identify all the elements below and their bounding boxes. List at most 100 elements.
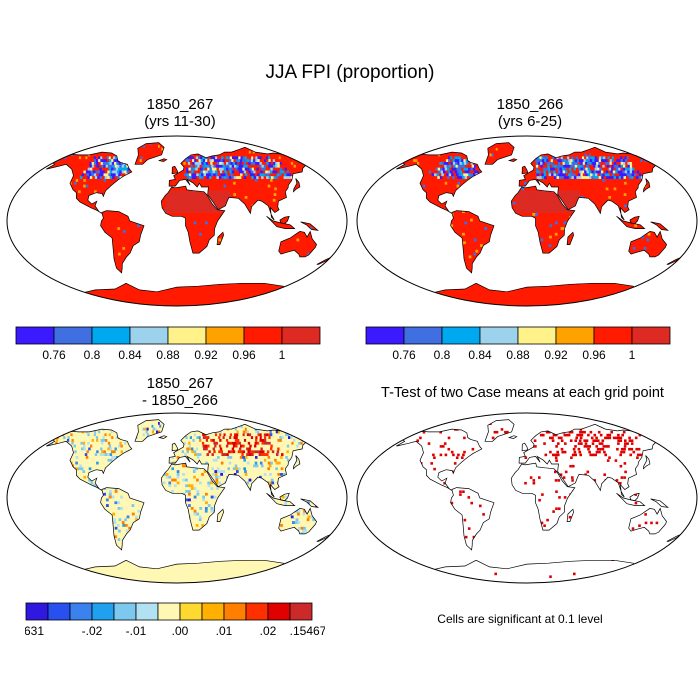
figure-title: JJA FPI (proportion) (0, 62, 700, 84)
colorbar-tick-label: 0.88 (506, 348, 530, 362)
coastline-africa (160, 185, 226, 254)
significance-note: Cells are significant at 0.1 level (420, 612, 620, 626)
coastline-new-guinea (650, 498, 670, 508)
colorbar-tick-label: -.02 (82, 624, 103, 638)
colorbar-box (281, 326, 321, 345)
colorbar-tick-label: .01 (216, 624, 233, 638)
map-frame (6, 412, 348, 584)
coastline-iceland (157, 158, 168, 162)
coastline-iceland (507, 435, 518, 439)
coastline-south-america (100, 487, 145, 551)
coastline-madagascar (566, 508, 574, 522)
coastline-japan (642, 455, 651, 470)
coastline-borneo (629, 492, 640, 502)
panel-title-1850-266: 1850_266 (yrs 6-25) (410, 96, 650, 130)
coastline-uk (171, 165, 179, 175)
colorbar-box (91, 602, 115, 621)
map-1850-267 (6, 135, 348, 307)
coastline-uk (521, 442, 529, 452)
map-frame (356, 412, 698, 584)
colorbar-box (201, 602, 225, 621)
coastline-madagascar (566, 231, 574, 245)
coastline-new-guinea (300, 221, 320, 231)
coastline-new-guinea (650, 221, 670, 231)
coastline-eurasia (168, 146, 310, 221)
coastline-indonesia (266, 216, 296, 229)
colorbar-box (205, 326, 245, 345)
coastline-uk (521, 165, 529, 175)
coastline-greenland (134, 142, 165, 165)
coastline-madagascar (216, 508, 224, 522)
colorbar-box (135, 602, 159, 621)
coastline-australia (278, 230, 318, 258)
coastline-eurasia (168, 423, 310, 498)
panel-title-ttest: T-Test of two Case means at each grid po… (350, 385, 695, 402)
colorbar-box (243, 326, 283, 345)
colorbar-box (517, 326, 557, 345)
colorbar-box (25, 602, 49, 621)
coastline-australia (278, 507, 318, 535)
colorbar-tick-label: 0.84 (118, 348, 142, 362)
coastline-borneo (279, 215, 290, 225)
colorbar-box (593, 326, 633, 345)
colorbar-box (289, 602, 313, 621)
coastline-japan (292, 455, 301, 470)
colorbar-tick-label: 0.92 (544, 348, 568, 362)
colorbar-box (91, 326, 131, 345)
panel-title-1850-267: 1850_267 (yrs 11-30) (60, 96, 300, 130)
coastline-japan (642, 178, 651, 193)
globe-background (357, 413, 697, 583)
coastline-australia (628, 507, 668, 535)
coastline-north-america (396, 428, 483, 491)
coastline-iceland (507, 158, 518, 162)
coastline-greenland (484, 142, 515, 165)
coastline-africa (510, 462, 576, 531)
colorbar-tick-label: 0.76 (42, 348, 66, 362)
colorbar-tick-label: 1 (629, 348, 636, 362)
colorbar-box (167, 326, 207, 345)
map-difference (6, 412, 348, 584)
coastline-borneo (629, 215, 640, 225)
map-ttest-significance (356, 412, 698, 584)
colorbar-tick-label: 0.76 (392, 348, 416, 362)
map-frame (6, 135, 348, 307)
colorbar-box (631, 326, 671, 345)
coastline-north-america (46, 428, 133, 491)
colorbar-box (245, 602, 269, 621)
coastline-north-america (396, 151, 483, 214)
colorbar-tick-label: 0.88 (156, 348, 180, 362)
colorbar-tick-label: 0.8 (434, 348, 451, 362)
colorbar-tick-label: 0.92 (194, 348, 218, 362)
coastline-australia (628, 230, 668, 258)
coastline-japan (292, 178, 301, 193)
map-frame (356, 135, 698, 307)
colorbar-tick-label: -.01 (126, 624, 147, 638)
colorbar-tick-label: 1 (279, 348, 286, 362)
coastline-borneo (279, 492, 290, 502)
colorbar-box (47, 602, 71, 621)
colorbar-tick-label: 0.96 (232, 348, 256, 362)
colorbar-tick-label: 0.84 (468, 348, 492, 362)
colorbar-box (441, 326, 481, 345)
coastline-indonesia (266, 493, 296, 506)
coastline-south-america (450, 487, 495, 551)
coastline-uk (171, 442, 179, 452)
coastline-south-america (100, 210, 145, 274)
colorbar-box (403, 326, 443, 345)
coastline-iceland (157, 435, 168, 439)
coastline-indonesia (616, 493, 646, 506)
colorbar-box (223, 602, 247, 621)
coastline-south-america (450, 210, 495, 274)
colorbar-box (479, 326, 519, 345)
coastline-madagascar (216, 231, 224, 245)
coastline-indonesia (616, 216, 646, 229)
colorbar-box (365, 326, 405, 345)
coastline-new-guinea (300, 498, 320, 508)
coastline-eurasia (518, 146, 660, 221)
colorbar-box (69, 602, 93, 621)
colorbar-box (113, 602, 137, 621)
colorbar-box (15, 326, 55, 345)
colorbar-box (157, 602, 181, 621)
coastline-africa (160, 462, 226, 531)
